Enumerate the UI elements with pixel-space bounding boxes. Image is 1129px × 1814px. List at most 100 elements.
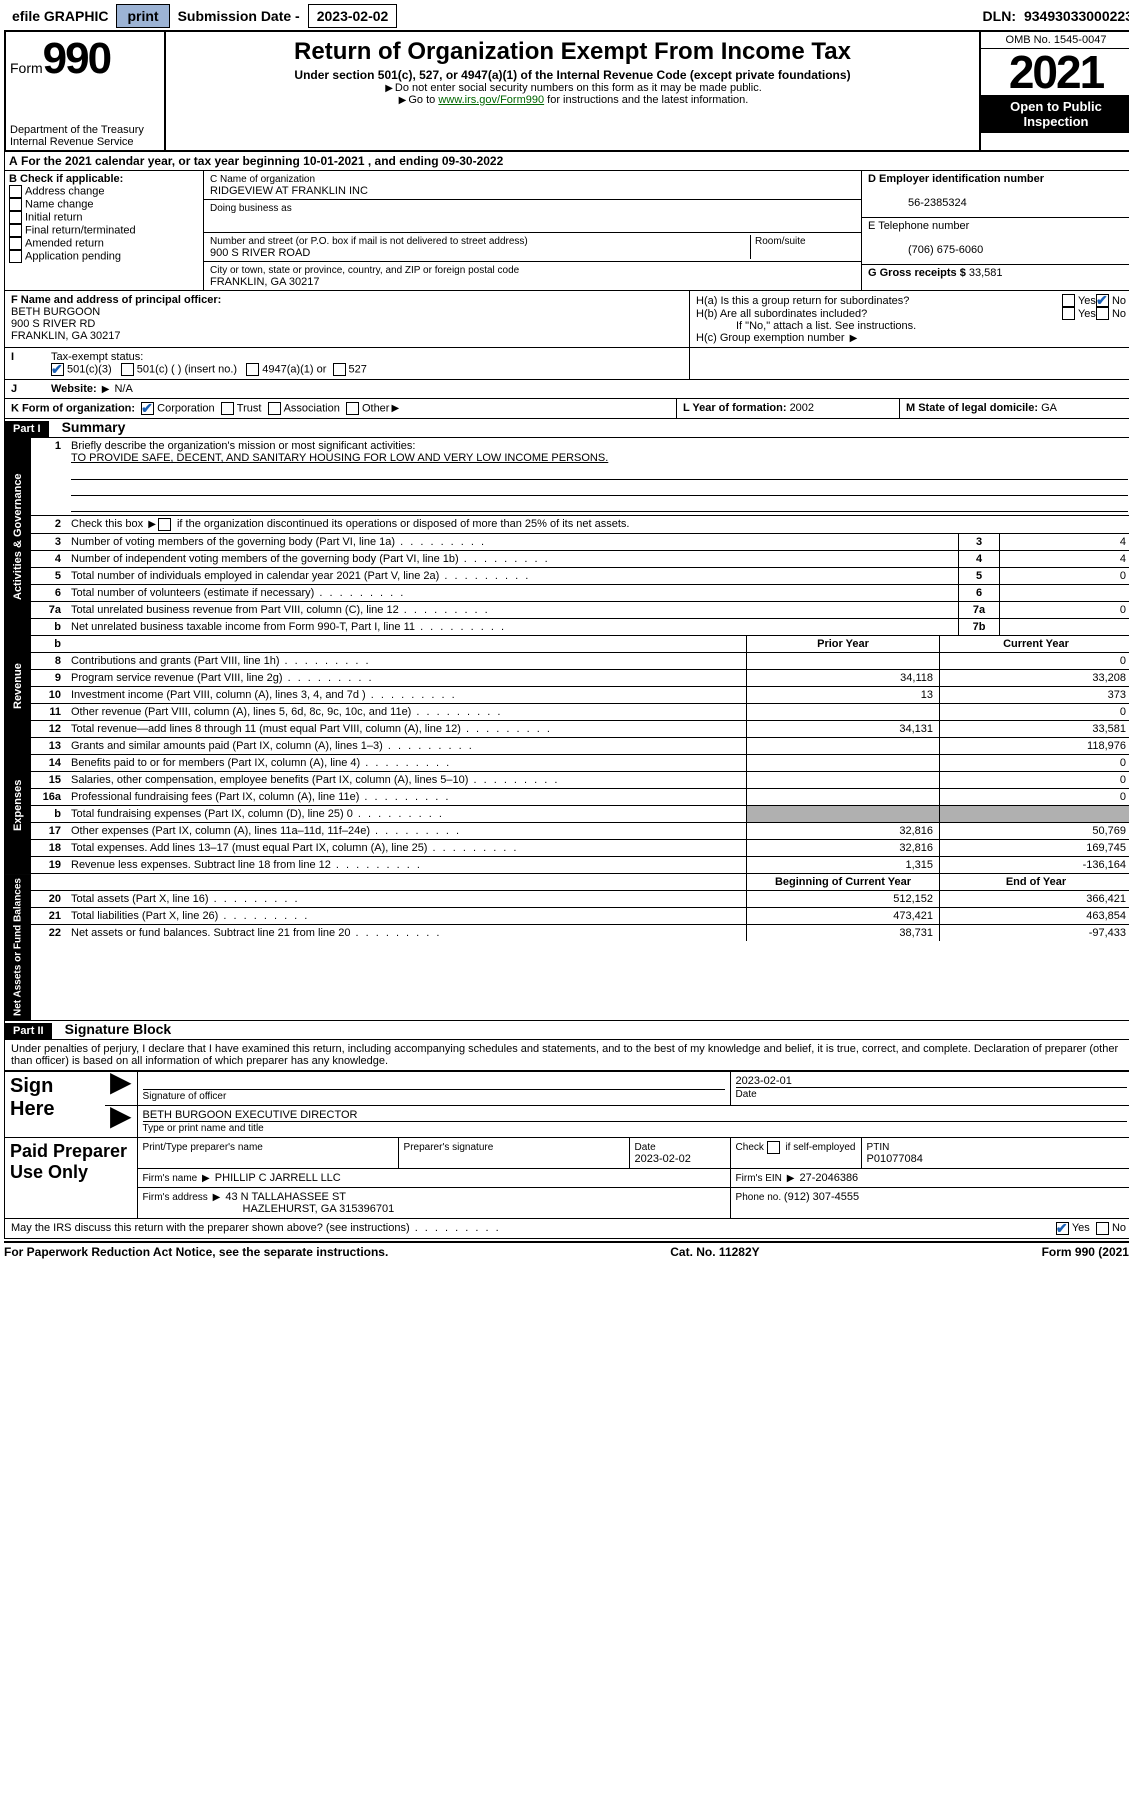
org-name: RIDGEVIEW AT FRANKLIN INC [210, 185, 368, 197]
check-trust[interactable] [221, 402, 234, 415]
sig-date-value: 2023-02-01 [736, 1075, 1127, 1088]
opt-assoc: Association [284, 402, 340, 414]
line-num: 11 [31, 704, 67, 720]
net-assets-section: Net Assets or Fund Balances Beginning of… [4, 874, 1129, 1021]
firm-addr-label: Firm's address [143, 1192, 211, 1203]
city-label: City or town, state or province, country… [210, 265, 519, 276]
mission-blank-3 [71, 497, 1128, 512]
hb-no[interactable] [1096, 307, 1109, 320]
self-employed-label: Check if self-employed [736, 1142, 856, 1153]
line-text: Total number of volunteers (estimate if … [67, 585, 958, 601]
line-num: 21 [31, 908, 67, 924]
row-a: A For the 2021 calendar year, or tax yea… [4, 152, 1129, 171]
line-value [999, 619, 1129, 635]
irs-discuss-no[interactable] [1096, 1222, 1109, 1235]
form-org-label: K Form of organization: [11, 402, 135, 414]
ha-no[interactable] [1096, 294, 1109, 307]
irs-link[interactable]: www.irs.gov/Form990 [438, 94, 544, 106]
line-box-num: 3 [958, 534, 999, 550]
form-subtitle-3a: Go to [408, 94, 438, 106]
row-klm: K Form of organization: Corporation Trus… [4, 399, 1129, 419]
officer-signature-line[interactable] [143, 1075, 725, 1090]
line-1-num: 1 [31, 438, 67, 515]
current-value: 118,976 [939, 738, 1129, 754]
check-assoc[interactable] [268, 402, 281, 415]
row-a-text1: For the 2021 calendar year, or tax year … [21, 154, 303, 168]
officer-name: BETH BURGOON [11, 306, 100, 318]
opt-other: Other [362, 402, 390, 414]
officer-typed-label: Type or print name and title [143, 1123, 264, 1134]
dept-treasury: Department of the Treasury [10, 124, 160, 136]
form-subtitle-3c: for instructions and the latest informat… [544, 94, 748, 106]
line-text: Total assets (Part X, line 16) [67, 891, 746, 907]
check-4947[interactable] [246, 363, 259, 376]
current-value: 463,854 [939, 908, 1129, 924]
opt-trust: Trust [237, 402, 262, 414]
current-value [939, 806, 1129, 822]
prior-value [746, 755, 939, 771]
org-name-label: C Name of organization [210, 174, 315, 185]
check-527[interactable] [333, 363, 346, 376]
dln-label: DLN: [975, 5, 1024, 27]
line-num: 10 [31, 687, 67, 703]
current-year-header: Current Year [939, 636, 1129, 652]
submission-date-value: 2023-02-02 [308, 4, 398, 28]
efile-label: efile GRAPHIC [4, 5, 116, 27]
dba-label: Doing business as [210, 203, 292, 214]
check-amended[interactable] [9, 237, 22, 250]
officer-label: F Name and address of principal officer: [11, 294, 221, 306]
sig-date-label: Date [736, 1089, 757, 1100]
j-letter: J [5, 380, 45, 398]
current-value: 373 [939, 687, 1129, 703]
check-app-pending[interactable] [9, 250, 22, 263]
check-501c3[interactable] [51, 363, 64, 376]
year-formation-label: L Year of formation: [683, 402, 790, 414]
hb-note: If "No," attach a list. See instructions… [696, 320, 1126, 332]
line-text: Total fundraising expenses (Part IX, col… [67, 806, 746, 822]
line-num: 15 [31, 772, 67, 788]
irs-discuss-yes[interactable] [1056, 1222, 1069, 1235]
end-year-header: End of Year [939, 874, 1129, 890]
line-text: Net assets or fund balances. Subtract li… [67, 925, 746, 941]
check-self-employed[interactable] [767, 1141, 780, 1154]
check-address-change[interactable] [9, 185, 22, 198]
tab-expenses: Expenses [5, 738, 31, 873]
line-text: Revenue less expenses. Subtract line 18 … [67, 857, 746, 873]
line-2-text: Check this box if the organization disco… [71, 518, 629, 530]
opt-corp: Corporation [157, 402, 214, 414]
check-discontinued[interactable] [158, 518, 171, 531]
line-num: 8 [31, 653, 67, 669]
check-other[interactable] [346, 402, 359, 415]
firm-phone: (912) 307-4555 [784, 1191, 859, 1203]
tab-net-assets: Net Assets or Fund Balances [5, 874, 31, 1020]
footer-mid: Cat. No. 11282Y [670, 1245, 759, 1259]
line-text: Investment income (Part VIII, column (A)… [67, 687, 746, 703]
box-b: B Check if applicable: Address change Na… [5, 171, 204, 290]
line-text: Total number of individuals employed in … [67, 568, 958, 584]
line-text: Net unrelated business taxable income fr… [67, 619, 958, 635]
line-num: 13 [31, 738, 67, 754]
print-button[interactable]: print [116, 4, 169, 28]
check-initial-return[interactable] [9, 211, 22, 224]
open-public-2: Inspection [1023, 114, 1088, 129]
check-corp[interactable] [141, 402, 154, 415]
officer-typed-name: BETH BURGOON EXECUTIVE DIRECTOR [143, 1109, 1127, 1122]
hb-yes[interactable] [1062, 307, 1075, 320]
check-501c[interactable] [121, 363, 134, 376]
current-value: 366,421 [939, 891, 1129, 907]
ptin-label: PTIN [867, 1142, 890, 1153]
website-value: N/A [114, 383, 132, 395]
line-1-label: Briefly describe the organization's miss… [71, 440, 415, 452]
ha-no-lbl: No [1112, 295, 1126, 307]
tax-year-begin: 10-01-2021 [303, 154, 364, 168]
prior-value: 38,731 [746, 925, 939, 941]
form-word: Form [10, 60, 43, 76]
ha-yes[interactable] [1062, 294, 1075, 307]
check-name-change[interactable] [9, 198, 22, 211]
website-label: Website: [51, 383, 100, 395]
opt-initial-return: Initial return [25, 211, 82, 223]
line-text: Contributions and grants (Part VIII, lin… [67, 653, 746, 669]
line-text: Total liabilities (Part X, line 26) [67, 908, 746, 924]
check-final-return[interactable] [9, 224, 22, 237]
preparer-sig-label: Preparer's signature [404, 1142, 494, 1153]
